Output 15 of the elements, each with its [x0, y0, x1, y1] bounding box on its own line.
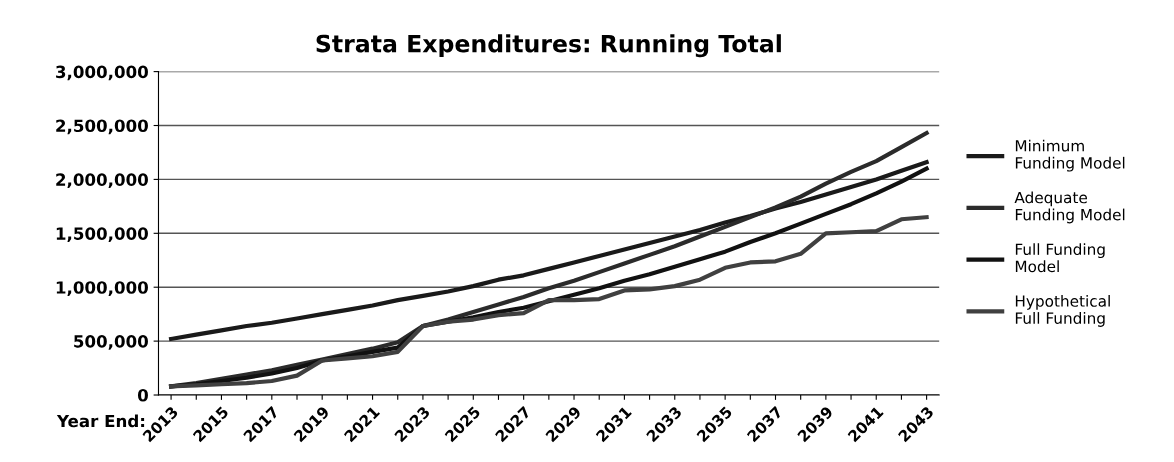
line-series [168, 160, 929, 342]
y-tick-label: 1,000,000 [56, 281, 148, 296]
x-axis-title: Year End: [56, 414, 145, 428]
y-tick-label: 500,000 [74, 335, 148, 350]
legend-label: Full Funding Model [1015, 243, 1105, 273]
legend-label: Adequate Funding Model [1014, 191, 1125, 224]
y-tick-label: 2,500,000 [56, 119, 148, 135]
legend-label: Hypothetical Full Funding [1015, 295, 1110, 327]
y-tick-label: 1,500,000 [56, 227, 148, 243]
y-tick-label: 0 [137, 388, 148, 402]
line-series [168, 215, 929, 389]
y-tick-label: 3,000,000 [56, 65, 148, 81]
legend-label: Minimum Funding Model [1015, 139, 1125, 172]
y-tick-label: 2,000,000 [56, 173, 148, 189]
chart-title: Strata Expenditures: Running Total [316, 34, 781, 58]
